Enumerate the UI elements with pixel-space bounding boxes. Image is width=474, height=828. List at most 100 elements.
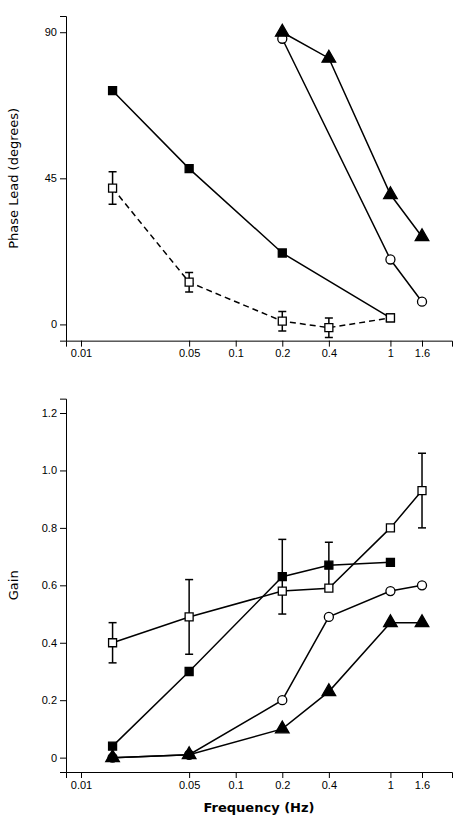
error-bar-part	[325, 317, 333, 319]
x-tick-label: 1	[388, 779, 394, 791]
y-axis-line	[60, 399, 67, 772]
y-tick-mark	[60, 178, 66, 179]
error-bar-part	[278, 311, 286, 313]
y-tick-mark	[60, 643, 66, 644]
x-tick: 0.4	[322, 772, 337, 791]
point	[275, 721, 289, 733]
x-tick-mark	[390, 772, 391, 778]
y-tick-label: 0	[51, 318, 57, 330]
x-tick-mark	[189, 772, 190, 778]
error-bar-part	[325, 541, 333, 543]
point	[386, 524, 394, 532]
x-tick-mark	[329, 772, 330, 778]
point	[415, 229, 429, 241]
x-tick: 1.6	[415, 341, 430, 360]
y-axis-title: Phase Lead (degrees)	[6, 108, 21, 249]
x-tick-mark	[422, 772, 423, 778]
y-tick: 90	[45, 26, 66, 38]
point	[185, 165, 193, 173]
point	[278, 696, 287, 705]
error-bar-part	[109, 662, 117, 664]
x-tick-mark	[329, 341, 330, 347]
x-axis-title: Frequency (Hz)	[204, 800, 315, 815]
y-tick-mark	[60, 32, 66, 33]
series-line	[113, 491, 422, 643]
y-tick-mark	[60, 585, 66, 586]
panel: 0.010.050.10.20.411.604590Phase Lead (de…	[6, 17, 453, 360]
panel: 0.010.050.10.20.411.600.20.40.60.81.01.2…	[6, 399, 453, 815]
x-axis-line	[67, 341, 453, 347]
error-bar	[325, 318, 333, 337]
point	[278, 317, 286, 325]
series	[109, 172, 395, 338]
point	[325, 561, 333, 569]
x-tick: 1	[388, 341, 394, 360]
y-tick-label: 0	[51, 752, 57, 764]
point	[325, 584, 333, 592]
y-tick-label: 1.0	[42, 464, 57, 476]
y-tick-label: 1.2	[42, 407, 57, 419]
x-tick-mark	[236, 772, 237, 778]
series	[109, 87, 395, 322]
point	[384, 187, 398, 199]
x-tick-mark	[422, 341, 423, 347]
point	[109, 639, 117, 647]
x-tick-label: 0.1	[229, 347, 244, 359]
x-tick-label: 0.01	[71, 779, 92, 791]
y-tick: 1.0	[42, 464, 66, 476]
y-tick: 0	[51, 318, 66, 330]
y-tick-label: 0.4	[42, 637, 57, 649]
error-bar-part	[325, 337, 333, 339]
x-tick-mark	[81, 341, 82, 347]
x-tick-label: 1.6	[415, 347, 430, 359]
point	[322, 684, 336, 696]
y-tick-mark	[60, 758, 66, 759]
series	[278, 34, 427, 306]
y-tick-label: 90	[45, 26, 57, 38]
point	[106, 750, 120, 762]
x-tick: 0.01	[71, 772, 92, 791]
x-tick-label: 0.1	[229, 779, 244, 791]
x-axis: 0.010.050.10.20.411.6	[67, 772, 453, 791]
y-tick-mark	[60, 528, 66, 529]
point	[386, 314, 394, 322]
point	[278, 573, 286, 581]
x-tick-label: 1	[388, 347, 394, 359]
y-tick: 0.8	[42, 522, 66, 534]
point	[324, 612, 333, 621]
point	[109, 184, 117, 192]
error-bar-part	[185, 654, 193, 656]
error-bar-part	[278, 539, 286, 541]
y-tick-label: 0.6	[42, 579, 57, 591]
y-tick-mark	[60, 700, 66, 701]
x-tick: 0.1	[229, 772, 244, 791]
x-tick: 0.05	[179, 341, 200, 360]
y-tick-mark	[60, 470, 66, 471]
error-bar	[278, 311, 286, 330]
x-tick: 0.05	[179, 772, 200, 791]
y-tick-label: 45	[45, 172, 57, 184]
point	[384, 615, 398, 627]
point	[185, 613, 193, 621]
error-bar-part	[418, 527, 426, 529]
point	[109, 87, 117, 95]
plot-area	[109, 24, 429, 337]
y-tick: 45	[45, 172, 66, 184]
y-tick: 0	[51, 752, 66, 764]
x-axis-line	[67, 773, 453, 779]
error-bar	[109, 172, 117, 204]
y-tick: 0.6	[42, 579, 66, 591]
error-bar-part	[185, 291, 193, 293]
error-bar-part	[278, 613, 286, 615]
point	[325, 324, 333, 332]
error-bar-part	[185, 272, 193, 274]
point	[278, 249, 286, 257]
y-axis-title: Gain	[6, 570, 21, 600]
y-axis: 0 45 90	[45, 17, 67, 342]
x-tick: 0.1	[229, 341, 244, 360]
y-axis-line	[60, 17, 67, 342]
error-bar	[185, 580, 193, 655]
x-tick-label: 0.2	[275, 779, 290, 791]
point	[417, 581, 426, 590]
point	[415, 615, 429, 627]
